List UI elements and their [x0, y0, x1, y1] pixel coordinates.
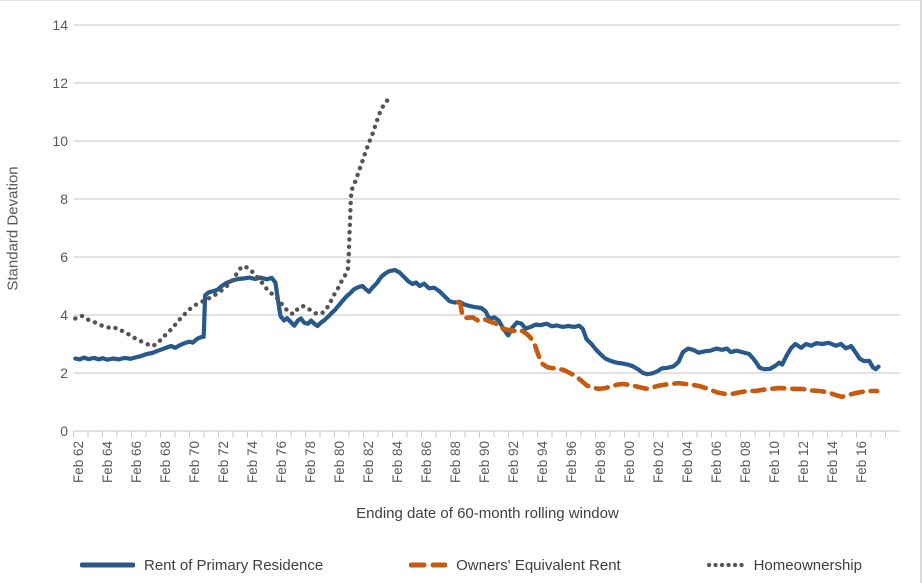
x-tick-label: Feb 90: [477, 441, 492, 484]
y-tick-label: 2: [60, 365, 68, 381]
x-tick-label: Feb 10: [767, 441, 782, 484]
x-tick-label: Feb 12: [796, 441, 811, 484]
x-tick-label: Feb 70: [187, 441, 202, 484]
x-tick-label: Feb 68: [158, 441, 173, 484]
x-tick-label: Feb 94: [535, 441, 550, 484]
series-line-1: [455, 299, 880, 400]
x-tick-label: Feb 86: [419, 441, 434, 484]
x-tick-label: Feb 14: [825, 441, 840, 484]
x-tick-label: Feb 82: [361, 441, 376, 484]
y-axis-title: Standard Devation: [4, 166, 22, 291]
x-tick-label: Feb 72: [216, 441, 231, 484]
x-tick-label: Feb 84: [390, 441, 405, 484]
legend-marker-dashed: [409, 562, 448, 568]
x-tick-label: Feb 16: [854, 441, 869, 484]
series-line-0: [73, 268, 881, 377]
x-tick-label: Feb 78: [303, 441, 318, 484]
legend: Rent of Primary Residence Owners' Equival…: [80, 550, 862, 580]
y-tick-label: 10: [52, 133, 68, 149]
x-tick-label: Feb 04: [680, 441, 695, 484]
y-tick-label: 14: [52, 17, 68, 33]
x-tick-label: Feb 88: [448, 441, 463, 484]
x-axis-title: Ending date of 60-month rolling window: [356, 505, 619, 522]
series-line-2: [73, 97, 390, 349]
legend-item-0: Rent of Primary Residence: [80, 557, 323, 574]
legend-label: Homeownership: [753, 556, 862, 574]
x-tick-label: Feb 00: [622, 441, 637, 484]
x-tick-label: Feb 62: [71, 441, 86, 484]
legend-marker-solid: [80, 562, 135, 568]
x-tick-label: Feb 66: [129, 441, 144, 484]
y-tick-label: 0: [60, 423, 68, 439]
x-tick-label: Feb 96: [564, 441, 579, 484]
legend-label: Rent of Primary Residence: [144, 556, 324, 574]
y-tick-label: 8: [60, 191, 68, 207]
y-tick-label: 4: [60, 307, 68, 323]
x-tick-label: Feb 64: [100, 441, 115, 484]
x-tick-label: Feb 06: [709, 441, 724, 484]
legend-marker-dotted: [706, 562, 745, 568]
y-tick-label: 6: [60, 249, 68, 265]
x-tick-label: Feb 92: [506, 441, 521, 484]
x-tick-label: Feb 02: [651, 441, 666, 484]
y-tick-label: 12: [52, 75, 68, 91]
x-tick-label: Feb 80: [332, 441, 347, 484]
legend-item-2: Homeownership: [706, 556, 862, 574]
x-tick-label: Feb 74: [245, 441, 260, 484]
x-tick-label: Feb 08: [738, 441, 753, 484]
legend-label: Owners' Equivalent Rent: [456, 556, 621, 574]
x-tick-label: Feb 98: [593, 441, 608, 484]
x-tick-label: Feb 76: [274, 441, 289, 484]
legend-item-1: Owners' Equivalent Rent: [409, 557, 621, 574]
